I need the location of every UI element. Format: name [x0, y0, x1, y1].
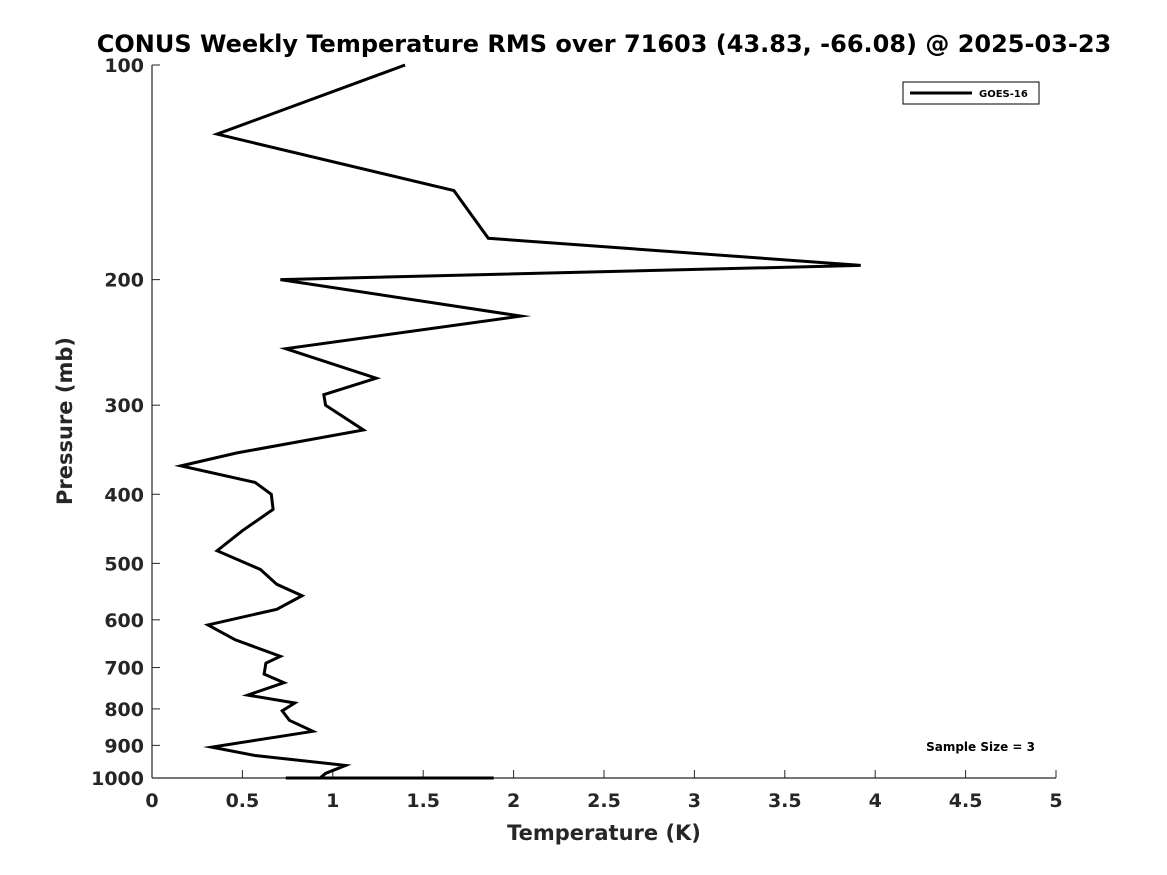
x-tick-label: 4 [869, 790, 882, 812]
legend-label-goes16: GOES-16 [979, 89, 1028, 100]
x-tick-label: 4.5 [949, 790, 983, 812]
x-tick-label: 1.5 [406, 790, 440, 812]
y-tick-label: 1000 [91, 768, 144, 790]
x-tick-label: 3 [688, 790, 701, 812]
y-tick-label: 300 [104, 395, 144, 417]
x-tick-label: 5 [1049, 790, 1062, 812]
x-tick-label: 3.5 [768, 790, 802, 812]
axes: 0 0.5 1 1.5 2 2.5 3 3.5 4 4.5 5 100 200 300 400 500 600 7… [91, 55, 1063, 812]
y-tick-label: 400 [104, 484, 144, 506]
y-tick-label: 100 [104, 55, 144, 77]
y-tick-label: 200 [104, 270, 144, 292]
y-tick-label: 800 [104, 699, 144, 721]
x-axis-label: Temperature (K) [507, 821, 701, 845]
y-tick-label: 700 [104, 658, 144, 680]
series-line-goes-16 [174, 63, 861, 780]
sample-size-annotation: Sample Size = 3 [926, 740, 1035, 754]
x-tick-label: 2 [507, 790, 520, 812]
chart-title: CONUS Weekly Temperature RMS over 71603 … [97, 30, 1111, 58]
x-tick-label: 0.5 [226, 790, 260, 812]
x-tick-label: 1 [326, 790, 339, 812]
series-layer [174, 63, 861, 780]
y-tick-label: 600 [104, 610, 144, 632]
y-tick-label: 500 [104, 553, 144, 575]
legend: GOES-16 [902, 81, 1040, 105]
x-tick-label: 2.5 [587, 790, 621, 812]
x-tick-label: 0 [145, 790, 158, 812]
y-tick-label: 900 [104, 735, 144, 757]
y-axis-label: Pressure (mb) [53, 337, 77, 505]
